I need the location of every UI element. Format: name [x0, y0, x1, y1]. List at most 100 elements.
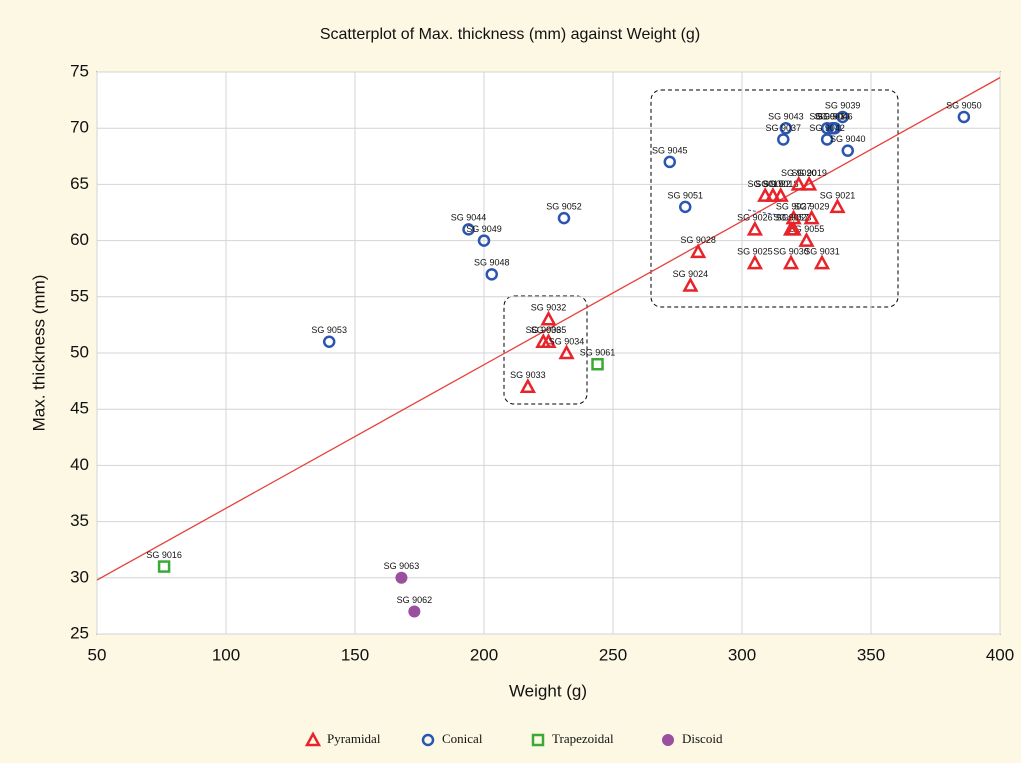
point-label: SG 9035 [531, 325, 567, 335]
triangle-marker [782, 220, 800, 236]
point-label: SG 9052 [546, 201, 582, 211]
point-label: SG 9032 [531, 303, 567, 313]
x-axis-label: Weight (g) [509, 681, 587, 700]
triangle-marker [682, 276, 699, 292]
point-label: SG 9021 [820, 190, 856, 200]
point-label: SG 9037 [766, 123, 802, 133]
triangle-marker [772, 187, 789, 202]
circle-marker [678, 200, 692, 214]
y-tick-label: 30 [70, 567, 89, 586]
point-label: SG 9018 [763, 179, 799, 189]
y-tick-label: 50 [70, 342, 89, 361]
point-label: SG 9028 [680, 235, 716, 245]
circle-marker [779, 121, 793, 135]
point-label: SG 9026 [737, 213, 773, 223]
y-tick-label: 25 [70, 623, 89, 642]
y-axis-label: Max. thickness (mm) [29, 275, 48, 432]
circle-marker [777, 133, 790, 146]
point-label: SG 9042 [809, 123, 845, 133]
point-label: SG 9062 [397, 595, 433, 605]
circle-marker [841, 144, 855, 157]
triangle-marker [757, 187, 774, 202]
point-label: SG 9049 [466, 224, 502, 234]
circle-marker [820, 133, 834, 146]
group-box [650, 89, 899, 308]
triangle-marker [558, 344, 575, 360]
circle-marker [462, 223, 475, 236]
point-label: SG 9038 [815, 112, 851, 122]
circle-marker [477, 234, 491, 247]
x-tick-label: 200 [470, 645, 498, 664]
point-label: SG 9017 [747, 179, 783, 189]
triangle-marker [690, 243, 707, 259]
point-label: SG 9041 [809, 112, 845, 122]
point-label: SG 9027 [776, 201, 812, 211]
point-label: SG 9057 [773, 213, 809, 223]
legend-label: Conical [442, 731, 483, 746]
y-tick-label: 60 [70, 230, 89, 249]
point-label: SG 9034 [549, 336, 585, 346]
point-label: SG 9061 [580, 348, 616, 358]
point-label: SG 9055 [789, 224, 825, 234]
triangle-marker [746, 220, 764, 236]
circle-marker [557, 211, 571, 225]
x-tick-label: 100 [212, 645, 240, 664]
triangle-marker [746, 254, 764, 270]
legend-marker [304, 731, 322, 747]
dot-marker [408, 605, 421, 618]
x-tick-label: 150 [341, 645, 369, 664]
square-marker [157, 560, 171, 573]
triangle-marker [829, 198, 846, 214]
point-label: SG 9031 [804, 246, 840, 256]
circle-marker [828, 121, 842, 135]
circle-marker [957, 110, 971, 124]
point-label: SG 9022 [755, 179, 791, 189]
triangle-marker [519, 378, 536, 393]
point-label: SG 9063 [384, 561, 420, 571]
triangle-marker [800, 175, 818, 191]
legend-marker [531, 733, 545, 747]
point-label: SG 9019 [791, 168, 827, 178]
point-label: SG 9040 [830, 134, 866, 144]
triangle-marker [785, 209, 802, 225]
triangle-marker [803, 209, 820, 225]
point-label: SG 9033 [510, 370, 546, 380]
group-box [503, 295, 588, 405]
triangle-marker [813, 254, 831, 270]
point-label: SG 9023 [776, 213, 812, 223]
legend-marker [421, 733, 435, 747]
triangle-marker [764, 187, 782, 202]
point-label: SG 9050 [946, 100, 982, 110]
legend-label: Trapezoidal [552, 731, 614, 746]
point-label: SG 9045 [652, 145, 688, 155]
point-label: SG 9016 [146, 550, 182, 560]
triangle-marker [540, 333, 557, 349]
triangle-marker [782, 254, 800, 270]
leader-line [747, 209, 791, 218]
y-tick-label: 55 [70, 286, 89, 305]
point-label: SG 9043 [768, 112, 804, 122]
x-tick-label: 50 [88, 645, 107, 664]
y-tick-label: 70 [70, 118, 89, 137]
chart-title: Scatterplot of Max. thickness (mm) again… [320, 26, 700, 43]
y-tick-label: 75 [70, 61, 89, 80]
point-label: SG 9048 [474, 258, 510, 268]
point-label: SG 9029 [794, 201, 830, 211]
y-tick-label: 65 [70, 174, 89, 193]
point-label: SG 9020 [781, 168, 817, 178]
trend-line [96, 77, 1001, 581]
point-label: SG 9053 [311, 325, 347, 335]
circle-marker [836, 110, 849, 124]
y-tick-label: 40 [70, 455, 89, 474]
y-tick-label: 35 [70, 511, 89, 530]
point-label: SG 9024 [673, 269, 709, 279]
point-label: SG 9044 [451, 213, 487, 223]
point-label: SG 9046 [817, 112, 853, 122]
circle-marker [485, 268, 498, 281]
point-label: SG 9051 [667, 190, 703, 200]
point-label: SG 9039 [825, 100, 861, 110]
legend-label: Discoid [682, 731, 723, 746]
point-label: SG 9030 [773, 246, 809, 256]
triangle-marker [798, 231, 815, 247]
